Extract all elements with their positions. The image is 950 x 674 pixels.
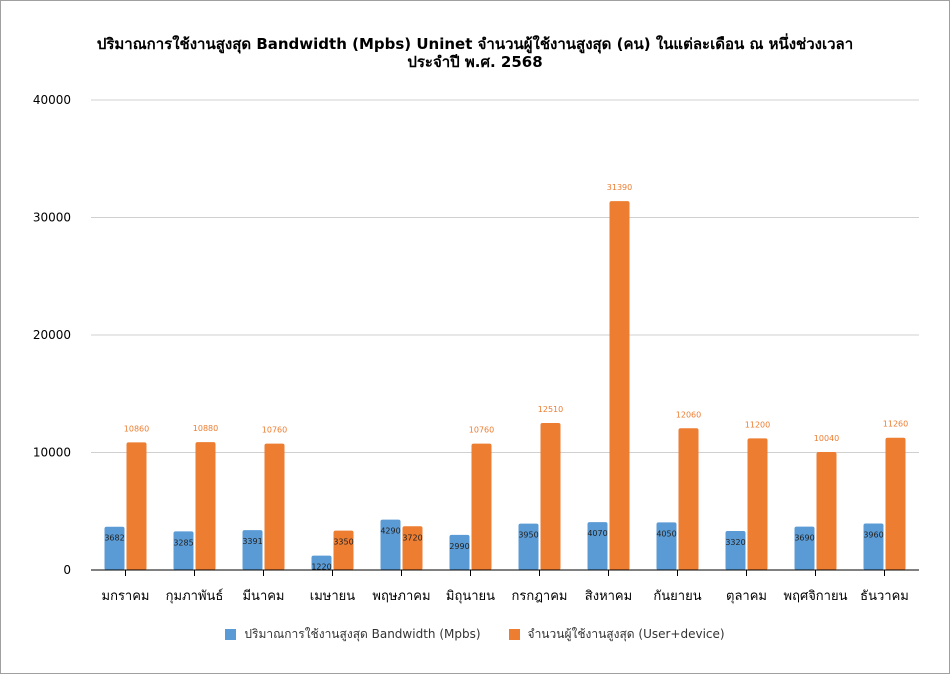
bar-users [540,423,561,570]
bar-users [747,438,768,570]
data-label-users: 10040 [814,434,839,443]
legend-swatch-users [508,629,520,640]
data-label-bandwidth: 3682 [104,534,124,543]
data-label-bandwidth: 3690 [794,534,814,543]
data-label-users: 31390 [607,183,632,192]
bar-users [402,526,423,570]
data-label-users: 10880 [193,424,218,433]
y-tick-label: 30000 [33,211,71,225]
data-label-users: 12060 [676,410,701,419]
bar-users [885,437,906,570]
bar-bandwidth [311,555,332,570]
data-label-bandwidth: 2990 [449,542,469,551]
data-label-bandwidth: 3950 [518,531,538,540]
bar-users [264,443,285,570]
x-tick-label: กรกฎาคม [511,589,567,604]
data-label-bandwidth: 1220 [311,563,331,572]
x-tick-label: มิถุนายน [446,589,495,604]
x-tick-label: เมษายน [310,589,355,604]
bar-users [471,443,492,570]
bar-users [816,452,837,570]
bar-bandwidth [518,523,539,570]
legend-item-bandwidth: ปริมาณการใช้งานสูงสุด Bandwidth (Mpbs) [225,625,481,644]
data-label-users: 3350 [333,538,353,547]
x-tick-label: พฤษภาคม [372,589,430,604]
x-tick-label: ตุลาคม [726,589,767,604]
legend-label-bandwidth: ปริมาณการใช้งานสูงสุด Bandwidth (Mpbs) [244,627,481,641]
bar-bandwidth [104,526,125,570]
y-tick-label: 10000 [33,446,71,460]
bar-bandwidth [449,534,470,570]
data-label-bandwidth: 4050 [656,529,676,538]
bar-bandwidth [725,530,746,570]
bar-users [609,201,630,571]
bar-users [333,530,354,570]
bar-bandwidth [173,531,194,570]
legend-label-users: จำนวนผู้ใช้งานสูงสุด (User+device) [527,627,725,641]
data-label-users: 3720 [402,533,422,542]
y-tick-label: 40000 [33,93,71,107]
data-label-bandwidth: 3391 [242,537,262,546]
y-tick-label: 20000 [33,328,71,342]
data-label-bandwidth: 3320 [725,538,745,547]
title-line-1: ปริมาณการใช้งานสูงสุด Bandwidth (Mpbs) U… [96,35,854,53]
bar-users [195,442,216,570]
data-label-users: 11200 [745,420,770,429]
bar-bandwidth [380,519,401,570]
y-tick-label: 0 [63,563,71,577]
x-tick-label: กันยายน [653,589,701,604]
x-tick-label: กุมภาพันธ์ [166,588,224,604]
bar-users [126,442,147,570]
title-line-2: ประจำปี พ.ศ. 2568 [407,53,543,71]
bar-bandwidth [656,522,677,570]
legend-item-users: จำนวนผู้ใช้งานสูงสุด (User+device) [508,625,725,644]
bar-users [678,428,699,570]
x-tick-label: มกราคม [102,589,150,604]
data-label-bandwidth: 3285 [173,538,193,547]
data-label-users: 11260 [883,420,908,429]
data-label-users: 10760 [262,426,287,435]
data-label-users: 10760 [469,426,494,435]
x-tick-label: ธันวาคม [860,589,909,604]
data-label-bandwidth: 4070 [587,529,607,538]
bar-bandwidth [587,522,608,570]
data-label-users: 12510 [538,405,563,414]
data-label-bandwidth: 3960 [863,530,883,539]
legend-swatch-bandwidth [225,629,237,640]
x-tick-label: พฤศจิกายน [784,589,848,604]
x-tick-label: มีนาคม [242,588,284,604]
x-tick-label: สิงหาคม [585,589,632,604]
chart-title: ปริมาณการใช้งานสูงสุด Bandwidth (Mpbs) U… [1,35,949,71]
bar-bandwidth [242,530,263,570]
data-label-users: 10860 [124,424,149,433]
legend: ปริมาณการใช้งานสูงสุด Bandwidth (Mpbs) จ… [1,625,949,644]
bar-bandwidth [794,526,815,570]
bar-bandwidth [863,523,884,570]
data-label-bandwidth: 4290 [380,527,400,536]
